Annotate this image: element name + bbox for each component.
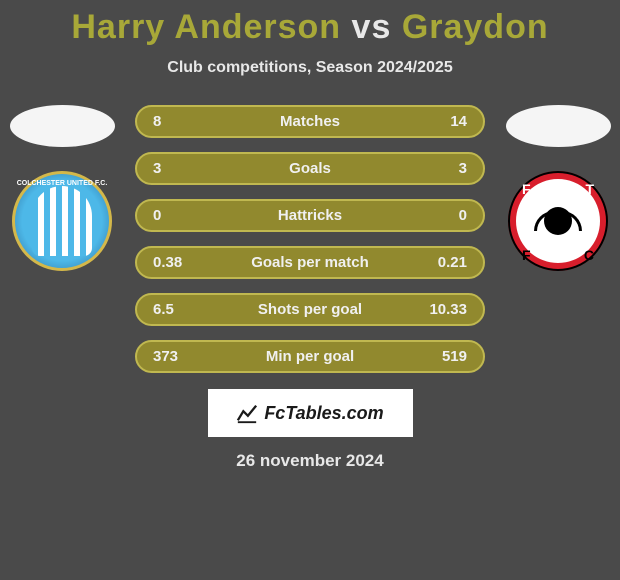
stat-label: Hattricks	[203, 207, 417, 224]
left-player-column: COLCHESTER UNITED F.C.	[7, 105, 117, 271]
badge-letters: FTFC	[508, 171, 608, 271]
stat-row: 3 Goals 3	[135, 152, 485, 185]
stat-right-value: 14	[417, 113, 467, 130]
stat-row: 0 Hattricks 0	[135, 199, 485, 232]
stat-right-value: 519	[417, 348, 467, 365]
attribution-badge: FcTables.com	[208, 389, 413, 437]
attribution-text: FcTables.com	[264, 403, 383, 424]
comparison-body: COLCHESTER UNITED F.C. 8 Matches 14 3 Go…	[0, 105, 620, 373]
player2-photo-placeholder	[506, 105, 611, 147]
stat-right-value: 10.33	[417, 301, 467, 318]
player1-name: Harry Anderson	[71, 8, 341, 46]
stat-label: Goals per match	[203, 254, 417, 271]
stats-column: 8 Matches 14 3 Goals 3 0 Hattricks 0 0.3…	[135, 105, 485, 373]
player1-club-badge: COLCHESTER UNITED F.C.	[12, 171, 112, 271]
stat-row: 8 Matches 14	[135, 105, 485, 138]
stat-row: 373 Min per goal 519	[135, 340, 485, 373]
right-player-column: FTFC	[503, 105, 613, 271]
chart-icon	[236, 402, 258, 424]
player2-club-badge: FTFC	[508, 171, 608, 271]
stat-label: Goals	[203, 160, 417, 177]
stat-label: Matches	[203, 113, 417, 130]
stat-left-value: 6.5	[153, 301, 203, 318]
vs-separator: vs	[352, 8, 392, 46]
stat-right-value: 0	[417, 207, 467, 224]
badge-stripes-icon	[32, 186, 92, 256]
comparison-title: Harry Anderson vs Graydon	[0, 8, 620, 47]
stat-left-value: 0.38	[153, 254, 203, 271]
stat-label: Shots per goal	[203, 301, 417, 318]
comparison-subtitle: Club competitions, Season 2024/2025	[0, 59, 620, 77]
stat-label: Min per goal	[203, 348, 417, 365]
stat-left-value: 373	[153, 348, 203, 365]
generation-date: 26 november 2024	[0, 451, 620, 471]
stat-right-value: 3	[417, 160, 467, 177]
player2-name: Graydon	[402, 8, 549, 46]
stat-left-value: 0	[153, 207, 203, 224]
stat-right-value: 0.21	[417, 254, 467, 271]
stat-row: 6.5 Shots per goal 10.33	[135, 293, 485, 326]
player1-photo-placeholder	[10, 105, 115, 147]
stat-row: 0.38 Goals per match 0.21	[135, 246, 485, 279]
stat-left-value: 3	[153, 160, 203, 177]
stat-left-value: 8	[153, 113, 203, 130]
